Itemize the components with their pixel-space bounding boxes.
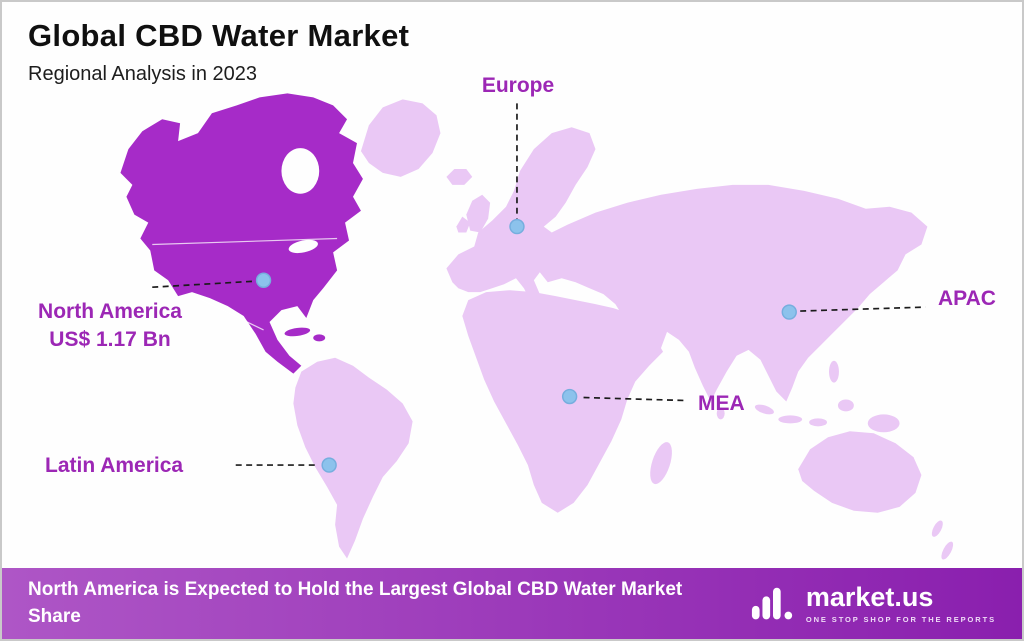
region-shape-cuba: [284, 327, 311, 337]
region-label-apac: APAC: [938, 287, 996, 310]
marker-latin-america: [321, 457, 337, 473]
region-shape-africa: [462, 290, 664, 513]
marker-europe: [509, 218, 525, 235]
region-value-north-america: US$ 1.17 Bn: [49, 327, 171, 351]
region-shape-hispaniola: [313, 334, 326, 342]
region-shape-lesser-sunda: [809, 418, 828, 427]
us-mexico-border: [197, 297, 264, 331]
page-subtitle: Regional Analysis in 2023: [28, 63, 258, 85]
region-shape-greenland: [360, 99, 441, 177]
marker-apac: [781, 304, 797, 320]
great-lakes: [288, 239, 318, 254]
region-shape-uk: [466, 194, 491, 233]
region-shape-australia: [798, 431, 922, 513]
connector-north-america: [152, 280, 254, 289]
region-shape-new-zealand-south: [941, 541, 954, 560]
region-label-latin-america: Latin America: [45, 454, 184, 477]
connector-mea: [583, 396, 685, 402]
region-shape-ireland: [456, 216, 471, 233]
region-shape-japan-south: [864, 273, 876, 288]
region-shape-sri-lanka: [716, 407, 725, 420]
hudson-bay: [281, 148, 320, 194]
location-markers: [255, 218, 797, 473]
region-label-north-america: North America US$ 1.17 Bn: [14, 298, 206, 353]
region-shape-madagascar: [650, 442, 672, 485]
region-label-mea: MEA: [698, 392, 745, 415]
us-canada-border: [152, 237, 338, 246]
marker-north-america: [255, 272, 272, 288]
connector-lines: [152, 103, 926, 466]
region-shape-philippines: [829, 360, 839, 383]
marker-mea: [561, 388, 578, 405]
region-shape-java: [778, 415, 803, 424]
footer-headline: North America is Expected to Hold the La…: [28, 578, 683, 627]
brand-tagline: ONE STOP SHOP FOR THE REPORTS: [805, 614, 996, 624]
brand-text: market.us ONE STOP SHOP FOR THE REPORTS: [805, 581, 996, 624]
marketus-bars-icon: [751, 587, 793, 619]
region-name-north-america: North America: [38, 300, 182, 323]
region-shape-new-zealand-north: [931, 520, 943, 537]
region-shape-new-guinea: [867, 414, 900, 433]
region-shape-eurasia: [446, 127, 928, 402]
region-label-europe: Europe: [481, 74, 555, 97]
region-shape-japan-main: [873, 235, 890, 266]
map-base-regions: [293, 99, 954, 560]
brand-name: market.us: [805, 581, 934, 612]
brand-lockup: market.us ONE STOP SHOP FOR THE REPORTS: [750, 582, 996, 626]
region-shape-iceland: [446, 168, 473, 185]
footer-banner: North America is Expected to Hold the La…: [2, 568, 1022, 639]
page-title: Global CBD Water Market: [28, 18, 410, 53]
map-highlight-region-north-america: [120, 93, 363, 374]
region-shape-south-america: [293, 357, 413, 559]
header: Global CBD Water Market Regional Analysi…: [28, 18, 409, 86]
region-shape-sumatra: [754, 404, 774, 415]
region-shape-borneo: [837, 399, 854, 412]
connector-apac: [800, 306, 926, 312]
